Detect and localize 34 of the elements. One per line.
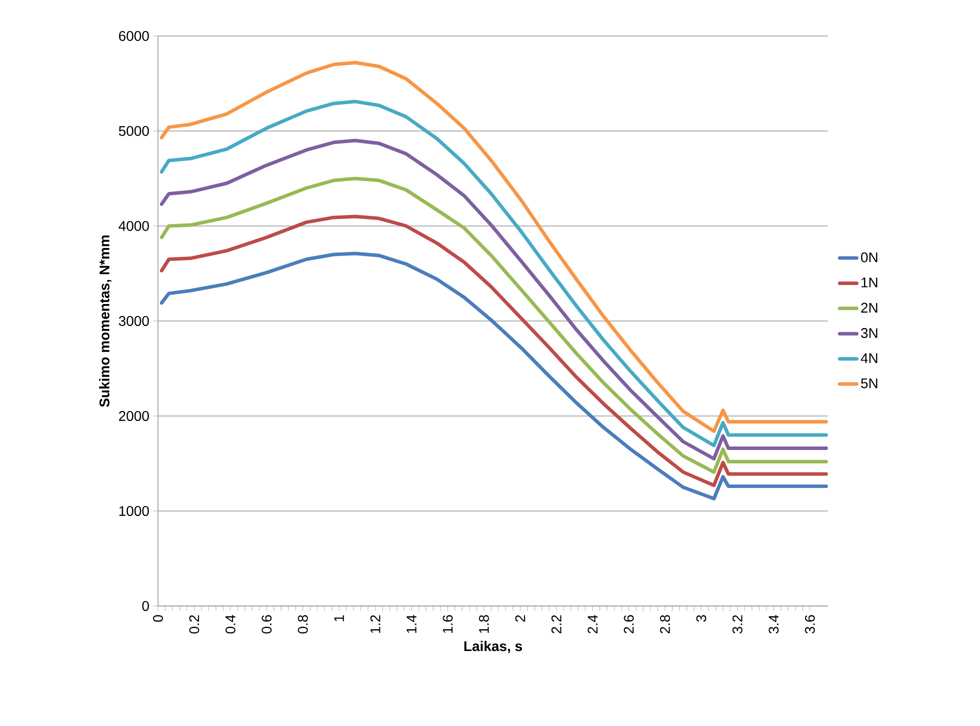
y-tick-label: 4000 [118, 221, 149, 231]
x-tick-label: 1 [334, 615, 344, 622]
x-tick-label: 3.2 [732, 615, 742, 634]
x-tick-label: 2.2 [551, 615, 562, 634]
legend-label: 0N [861, 252, 878, 262]
y-tick-label: 3000 [118, 316, 149, 326]
x-tick-label: 0.2 [189, 615, 200, 634]
legend-label: 2N [861, 302, 878, 313]
x-tick-label: 2.8 [660, 615, 670, 634]
x-tick-label: 0.6 [262, 615, 272, 634]
x-tick-label: 3.4 [768, 614, 779, 634]
x-tick-label: 3.6 [804, 615, 815, 634]
y-tick-label: 0 [142, 601, 149, 611]
x-tick-label: 1.4 [406, 614, 416, 633]
legend-label: 4N [860, 353, 878, 363]
x-tick-label: 2 [515, 615, 526, 622]
x-tick-label: 1.8 [478, 615, 489, 633]
y-tick-label: 6000 [119, 31, 149, 41]
legend-label: 5N [861, 378, 878, 388]
legend-label: 3N [861, 328, 878, 338]
x-tick-label: 2.4 [588, 614, 598, 634]
y-axis-title: Sukimo momentas, N*mm [99, 236, 112, 407]
x-tick-label: 2.6 [624, 615, 634, 634]
x-axis-title: Laikas, s [464, 640, 522, 654]
x-tick-label: 0 [153, 615, 163, 622]
x-tick-label: 1.2 [370, 615, 380, 633]
x-tick-label: 0.8 [298, 615, 308, 634]
x-tick-label: 3 [696, 615, 706, 622]
y-tick-label: 5000 [118, 126, 149, 136]
x-tick-label: 1.6 [442, 615, 453, 633]
y-tick-label: 2000 [119, 411, 149, 421]
x-tick-label: 0.4 [225, 614, 236, 634]
y-tick-label: 1000 [119, 506, 149, 516]
legend-label: 1N [862, 278, 878, 288]
